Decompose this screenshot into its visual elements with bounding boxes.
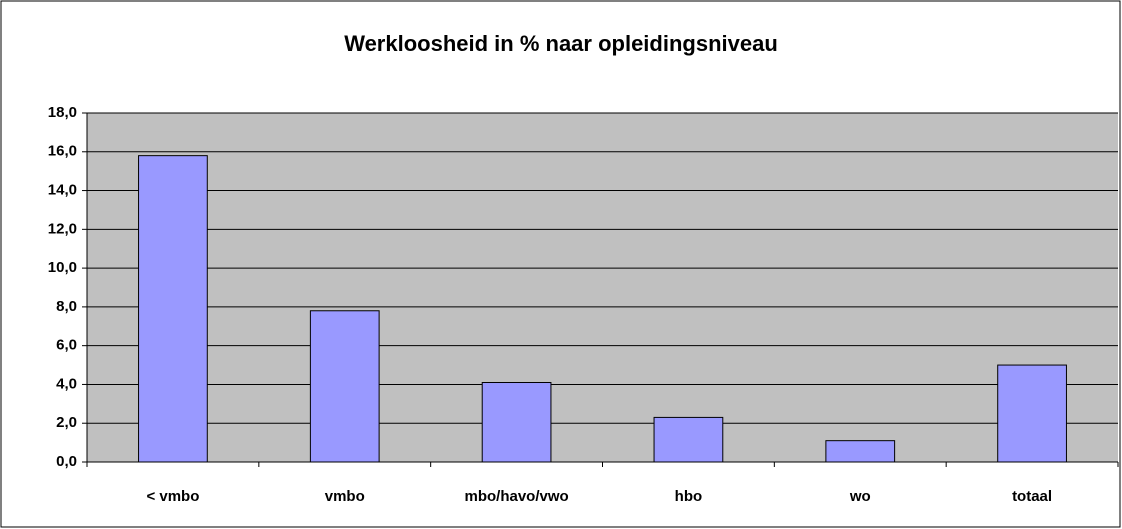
y-tick-label: 0,0 [56,453,77,470]
x-tick-label: totaal [1012,488,1052,505]
y-tick-label: 18,0 [48,104,77,121]
plot-area [87,113,1118,462]
chart-title: Werkloosheid in % naar opleidingsniveau [344,31,778,56]
y-tick-label: 14,0 [48,182,77,199]
y-tick-label: 16,0 [48,143,77,160]
y-tick-label: 4,0 [56,375,77,392]
x-tick-label: wo [849,488,871,505]
bar [825,440,896,463]
x-tick-label: mbo/havo/vwo [464,488,568,505]
y-tick-label: 2,0 [56,414,77,431]
bar [481,382,552,463]
y-tick-label: 12,0 [48,220,77,237]
x-tick-label: hbo [675,488,703,505]
bar [653,416,724,463]
y-tick-label: 6,0 [56,337,77,354]
x-tick-label: vmbo [325,488,365,505]
x-tick-label: < vmbo [146,488,199,505]
bar [997,364,1067,463]
bar [138,155,208,463]
bar [309,310,380,463]
y-tick-label: 8,0 [56,298,77,315]
y-tick-label: 10,0 [48,259,77,276]
